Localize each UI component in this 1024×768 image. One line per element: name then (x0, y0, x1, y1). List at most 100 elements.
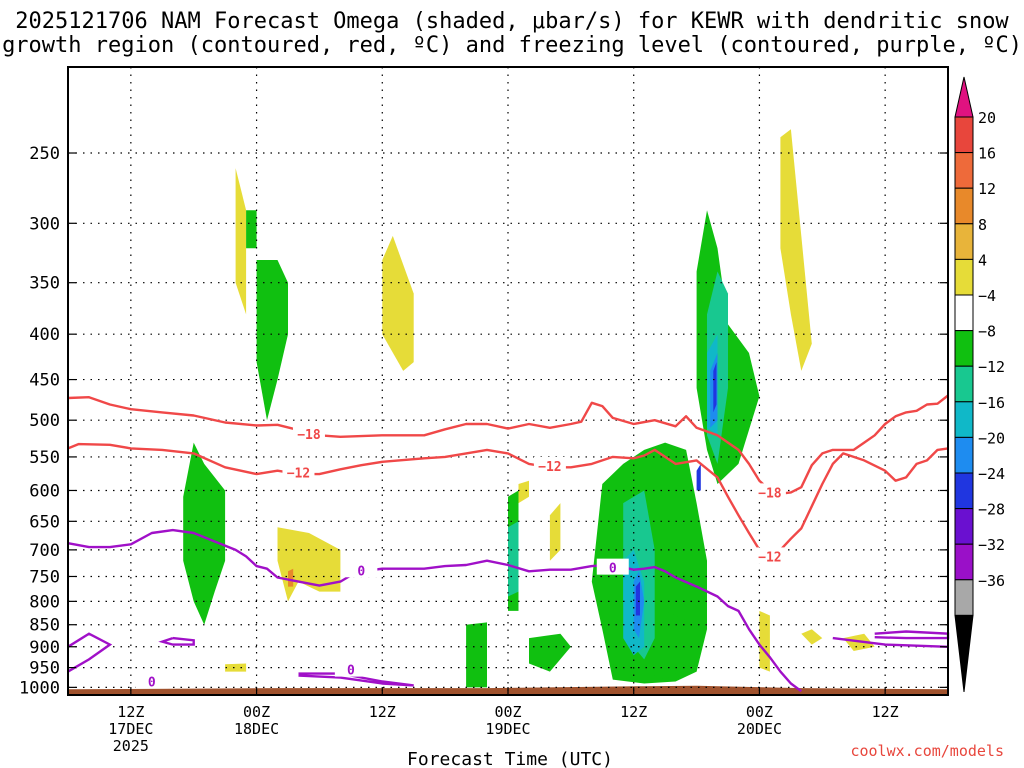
ytick-label-800: 800 (29, 592, 60, 612)
omega-region-12 (246, 210, 257, 249)
contour-label-1: −18 (758, 486, 782, 501)
colorbar-swatch-12 (954, 543, 974, 581)
contour-label-4: −12 (758, 550, 781, 565)
colorbar-label-13: −36 (978, 572, 1005, 590)
colorbar-swatch-5 (954, 294, 974, 332)
xtick-label-1-1: 18DEC (234, 720, 279, 738)
chart-title-line1: 2025121706 NAM Forecast Omega (shaded, μ… (15, 9, 1009, 34)
source-link[interactable]: coolwx.com/models (850, 742, 1004, 760)
omega-region-29 (713, 362, 717, 413)
xtick-label-3-0: 00Z (494, 703, 521, 721)
ytick-label-400: 400 (29, 325, 60, 345)
contour-line-2 (67, 528, 803, 693)
contour-line-0 (67, 394, 949, 495)
colorbar-swatch-9 (954, 436, 974, 474)
contour-label-bg-7 (135, 672, 168, 689)
contour-label-bg-6 (596, 558, 629, 575)
contour-line-1 (67, 442, 949, 560)
ytick-label-300: 300 (29, 214, 60, 234)
x-axis-title: Forecast Time (UTC) (407, 749, 613, 768)
colorbar-swatch-7 (954, 365, 974, 403)
colorbar-swatch-0 (954, 116, 974, 154)
colorbar-label-5: −4 (978, 287, 996, 305)
colorbar-label-9: −20 (978, 429, 1005, 447)
contour-label-bg-0 (292, 424, 325, 441)
colorbar-label-8: −16 (978, 394, 1005, 412)
omega-region-23 (508, 521, 519, 597)
ytick-label-500: 500 (29, 411, 60, 431)
xtick-label-2-0: 12Z (369, 703, 396, 721)
contour-label-2: −12 (287, 467, 310, 482)
xtick-label-6-0: 12Z (872, 703, 899, 721)
omega-region-20 (529, 633, 571, 672)
ytick-label-700: 700 (29, 541, 60, 561)
colorbar-label-12: −32 (978, 536, 1005, 554)
contour-label-bg-8 (334, 660, 367, 677)
contour-layer: −18 −18 −12 −12 −12 0 0 0 0 (67, 394, 950, 693)
colorbar-label-10: −24 (978, 465, 1005, 483)
colorbar-label-11: −28 (978, 501, 1005, 519)
ytick-label-850: 850 (29, 616, 60, 636)
colorbar-label-7: −12 (978, 358, 1005, 376)
ytick-label-1000: 1000 (19, 678, 60, 698)
omega-region-1 (382, 235, 414, 371)
colorbar-top-triangle (954, 76, 974, 118)
xtick-label-0-1: 17DEC (108, 720, 153, 738)
omega-region-6 (759, 610, 770, 672)
freezing-loop-0 (67, 632, 113, 673)
freezing-loop-4 (832, 636, 949, 648)
omega-region-16 (466, 622, 487, 688)
colorbar-label-3: 8 (978, 216, 987, 234)
colorbar-swatch-3 (954, 223, 974, 260)
freezing-loop-1 (158, 636, 195, 646)
xtick-label-4-0: 12Z (620, 703, 647, 721)
colorbar-swatch-8 (954, 401, 974, 438)
omega-region-8 (801, 629, 823, 645)
contour-label-7: 0 (148, 676, 156, 691)
ytick-label-950: 950 (29, 659, 60, 679)
xtick-label-1-0: 00Z (243, 703, 270, 721)
y-axis: 2503003504004505005506006507007508008509… (19, 144, 948, 698)
contour-label-bg-1 (753, 483, 786, 500)
xtick-label-0-0: 12Z (117, 703, 144, 721)
contour-label-5: 0 (357, 564, 365, 579)
ytick-label-650: 650 (29, 512, 60, 532)
ytick-label-250: 250 (29, 144, 60, 164)
freezing-loop-3 (874, 630, 950, 640)
ytick-label-450: 450 (29, 371, 60, 391)
colorbar-label-1: 16 (978, 145, 996, 163)
colorbar-swatch-1 (954, 152, 974, 189)
contour-label-6: 0 (609, 562, 617, 577)
ytick-label-350: 350 (29, 274, 60, 294)
colorbar-swatch-13 (954, 579, 974, 616)
xtick-label-0-2: 2025 (113, 737, 149, 755)
chart-title-line2: growth region (contoured, red, ºC) and f… (2, 33, 1022, 58)
contour-label-bg-5 (345, 561, 378, 578)
omega-region-30 (696, 463, 701, 491)
contour-label-bg-4 (753, 547, 786, 564)
contour-label-0: −18 (297, 428, 321, 443)
ytick-label-900: 900 (29, 638, 60, 658)
colorbar: 20 16 12 8 4 −4 −8 −12 −16 −20 −24 −28 −32 −36 (954, 76, 1005, 693)
omega-region-28 (635, 581, 640, 616)
omega-region-5 (518, 480, 529, 504)
omega-region-14 (183, 442, 226, 625)
omega-region-2 (277, 527, 341, 602)
ytick-label-750: 750 (29, 567, 60, 587)
colorbar-swatch-11 (954, 508, 974, 545)
omega-shading-layer (183, 129, 875, 688)
xtick-label-5-1: 20DEC (737, 720, 782, 738)
colorbar-swatch-2 (954, 187, 974, 225)
omega-region-13 (256, 260, 288, 421)
ytick-label-550: 550 (29, 448, 60, 468)
colorbar-label-2: 12 (978, 180, 996, 198)
omega-region-3 (780, 129, 812, 371)
colorbar-swatch-6 (954, 330, 974, 367)
omega-region-11 (288, 568, 294, 587)
ytick-label-600: 600 (29, 481, 60, 501)
colorbar-label-6: −8 (978, 323, 996, 341)
colorbar-bottom-triangle (954, 614, 974, 693)
omega-region-4 (549, 503, 561, 561)
